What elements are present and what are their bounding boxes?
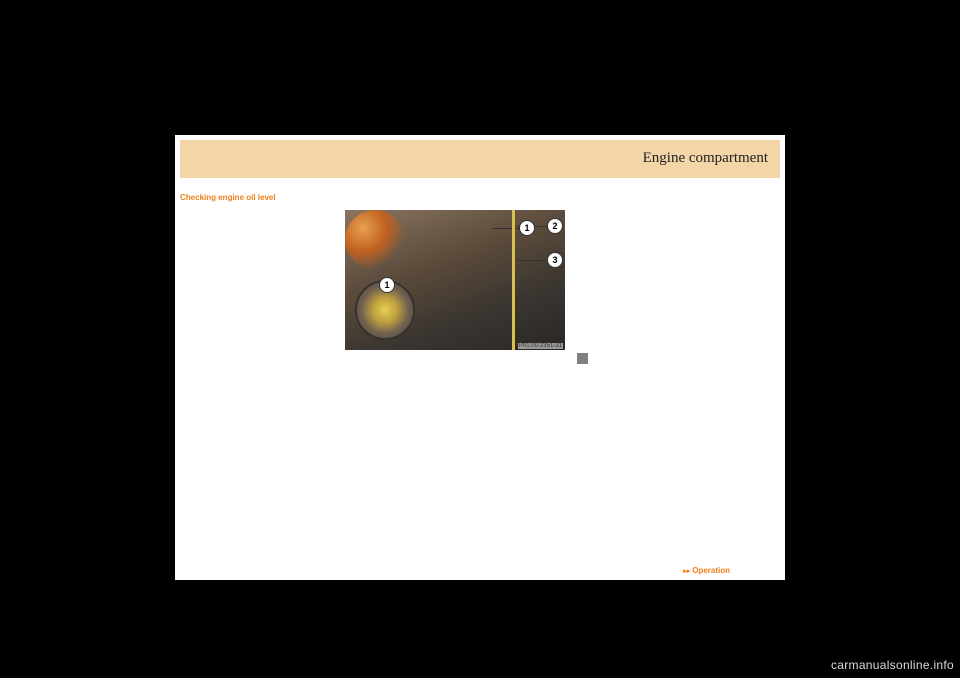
manual-page: Engine compartment Checking engine oil l… [175,135,785,580]
callout-badge-2: 2 [547,218,563,234]
image-reference-code: P01.00-2351-31 [518,343,563,349]
callout-badge-3: 3 [547,252,563,268]
callout-line [492,228,520,229]
callout-line [517,260,547,261]
section-link-operation[interactable]: Operation [683,566,730,575]
engine-photo: 1 1 2 3 P01.00-2351-31 [345,210,565,350]
page-marker-icon [577,353,588,364]
watermark-text: carmanualsonline.info [831,658,954,672]
inset-detail-circle: 1 [355,280,415,340]
header-bar: Engine compartment [180,140,780,178]
callout-badge-1: 1 [519,220,535,236]
callout-badge-inset: 1 [379,277,395,293]
section-heading: Checking engine oil level [180,193,276,202]
page-title: Engine compartment [643,150,768,167]
